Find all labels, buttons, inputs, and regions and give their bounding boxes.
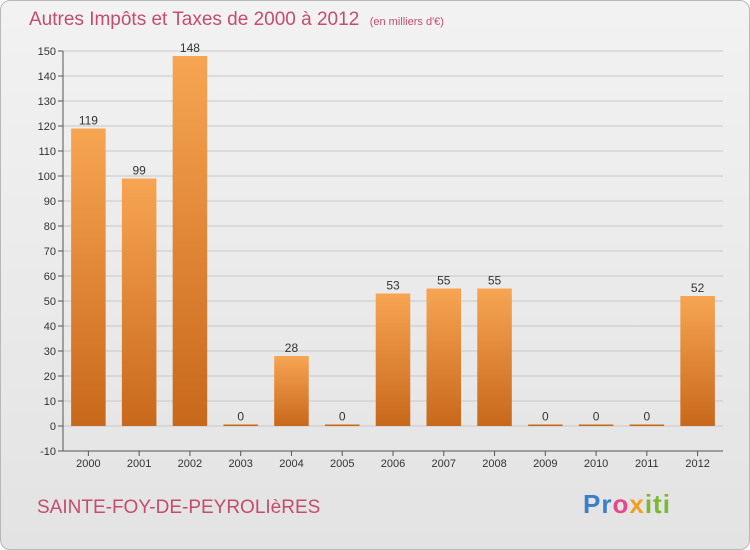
data-label-2002: 148 [180, 41, 200, 55]
logo-part-4: iti [644, 489, 671, 519]
title-row: Autres Impôts et Taxes de 2000 à 2012 (e… [29, 9, 444, 31]
x-tick-label-2008: 2008 [482, 458, 506, 470]
data-label-2009: 0 [542, 410, 549, 424]
logo-part-3: x [629, 489, 645, 519]
y-tick-label: -10 [40, 446, 56, 458]
y-tick-label: 40 [44, 321, 56, 333]
logo-part-2: o [612, 489, 630, 519]
data-label-2004: 28 [285, 341, 299, 355]
commune-name: SAINTE-FOY-DE-PEYROLIèRES [37, 497, 321, 518]
y-tick-label: 10 [44, 396, 56, 408]
bar-2006 [375, 293, 411, 426]
x-tick-label-2012: 2012 [685, 458, 709, 470]
y-tick-label: 90 [44, 196, 56, 208]
y-tick-label: 120 [38, 121, 56, 133]
bar-2005 [324, 424, 360, 426]
y-tick-label: 60 [44, 271, 56, 283]
x-tick-label-2011: 2011 [635, 458, 659, 470]
proxiti-logo: Proxiti [583, 489, 671, 520]
data-label-2006: 53 [386, 279, 400, 293]
y-tick-label: 0 [50, 421, 56, 433]
bar-2000 [71, 128, 106, 426]
x-tick-label-2007: 2007 [432, 458, 456, 470]
x-tick-label-2003: 2003 [228, 458, 252, 470]
x-tick-label-2010: 2010 [584, 458, 608, 470]
bar-2007 [426, 288, 462, 426]
x-tick-label-2001: 2001 [127, 458, 151, 470]
y-tick-label: 150 [38, 46, 56, 58]
y-tick-label: 80 [44, 221, 56, 233]
data-label-2001: 99 [132, 164, 146, 178]
data-label-2007: 55 [437, 274, 451, 288]
x-tick-label-2005: 2005 [330, 458, 354, 470]
bar-2012 [680, 296, 715, 426]
data-label-2003: 0 [237, 410, 244, 424]
data-label-2000: 119 [79, 114, 98, 128]
data-label-2008: 55 [488, 274, 502, 288]
data-label-2011: 0 [644, 410, 651, 424]
bar-2002 [172, 56, 208, 426]
x-tick-label-2006: 2006 [381, 458, 405, 470]
axes: -10 0 10 20 30 40 50 60 70 80 90 100 110 120 130 140 150… [38, 46, 723, 470]
x-tick-label-2004: 2004 [279, 458, 303, 470]
chart-unit: (en milliers d'€) [369, 16, 444, 28]
y-tick-label: 110 [38, 146, 56, 158]
y-tick-label: 30 [44, 346, 56, 358]
bar-2003 [223, 424, 258, 426]
bars: 119 99 148 0 28 0 53 55 55 0 0 0 52 [71, 41, 715, 426]
bar-2004 [274, 356, 309, 426]
y-tick-label: 100 [38, 171, 56, 183]
y-tick-label: 20 [44, 371, 56, 383]
bar-2008 [477, 288, 512, 426]
bar-2001 [121, 178, 157, 426]
y-tick-label: 70 [44, 246, 56, 258]
logo-part-1: Pr [583, 489, 613, 519]
bar-2009 [528, 424, 563, 426]
x-tick-label-2000: 2000 [76, 458, 100, 470]
bar-2011 [629, 424, 665, 426]
data-label-2005: 0 [339, 410, 346, 424]
bar-2010 [578, 424, 614, 426]
x-tick-label-2009: 2009 [533, 458, 557, 470]
y-tick-label: 50 [44, 296, 56, 308]
x-tick-label-2002: 2002 [178, 458, 202, 470]
y-tick-label: 130 [38, 96, 56, 108]
data-label-2010: 0 [593, 410, 600, 424]
data-label-2012: 52 [691, 281, 705, 295]
y-tick-label: 140 [38, 71, 56, 83]
chart-title: Autres Impôts et Taxes de 2000 à 2012 [29, 9, 360, 30]
